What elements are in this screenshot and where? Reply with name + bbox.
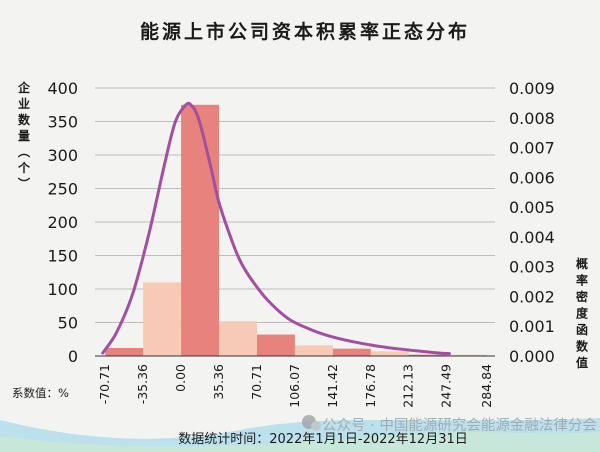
y2-tick-label: 0.003 [509,258,555,277]
y2-tick-label: 0.009 [509,79,555,98]
x-tick-label: 141.42 [325,364,340,408]
y-tick-label: 250 [47,180,78,199]
bar-series [105,104,487,356]
y-axis-ticks: 0 50 100 150 200 250 300 350 400 [47,79,78,366]
x-axis-label: 系数值：% [12,386,69,400]
y-tick-label: 300 [47,146,78,165]
y2-tick-label: 0.001 [509,317,555,336]
source-note: 数据统计时间：2022年1月1日-2022年12月31日 [178,432,468,447]
y2-axis-ticks: 0.000 0.001 0.002 0.003 0.004 0.005 0.006 0.007… [509,79,555,366]
y-axis-label: 企业数量︵个︶ [17,80,31,191]
y2-tick-label: 0.006 [509,168,555,187]
wechat-icon-bubble [311,421,321,431]
bar [332,348,371,356]
x-tick-label: 106.07 [287,364,302,408]
bar [105,347,144,356]
y2-tick-label: 0.007 [509,139,555,158]
x-tick-label: 212.13 [401,364,416,408]
x-tick-label: 35.36 [211,364,226,400]
bar [181,104,220,356]
y-tick-label: 150 [47,247,78,266]
y2-tick-label: 0.004 [509,228,555,247]
bar [294,345,333,356]
y2-tick-label: 0.008 [509,109,555,128]
y2-tick-label: 0.000 [509,347,555,366]
x-tick-label: 247.49 [439,364,454,408]
x-tick-label: -70.71 [97,364,112,404]
y2-tick-label: 0.002 [509,287,555,306]
y-tick-label: 50 [58,314,78,333]
watermark-text: 公众号 · 中国能源研究会能源金融法律分会 [322,417,597,434]
y2-tick-label: 0.005 [509,198,555,217]
y-tick-label: 200 [47,213,78,232]
chart-title: 能源上市公司资本积累率正态分布 [140,20,470,43]
bar [370,351,409,356]
watermark: 公众号 · 中国能源研究会能源金融法律分会 [302,415,597,434]
y-tick-label: 0 [68,347,78,366]
x-axis-ticks: -70.71 -35.36 0.00 35.36 70.71 106.07 141.42 17… [97,364,494,408]
x-tick-label: 284.84 [479,364,494,408]
bar [256,334,295,356]
bar [446,354,487,356]
bottom-wave-decoration-2 [0,432,600,452]
y2-axis-label: 概率密度函数值 [576,256,589,370]
y-tick-label: 350 [47,113,78,132]
x-tick-label: 70.71 [249,364,264,400]
y-tick-label: 400 [47,79,78,98]
x-tick-label: 176.78 [363,364,378,408]
bar [408,354,447,356]
density-curve [101,101,451,356]
bar [219,321,257,356]
bar [143,282,182,356]
y-tick-label: 100 [47,280,78,299]
x-tick-label: 0.00 [173,364,188,392]
x-tick-label: -35.36 [135,364,150,404]
